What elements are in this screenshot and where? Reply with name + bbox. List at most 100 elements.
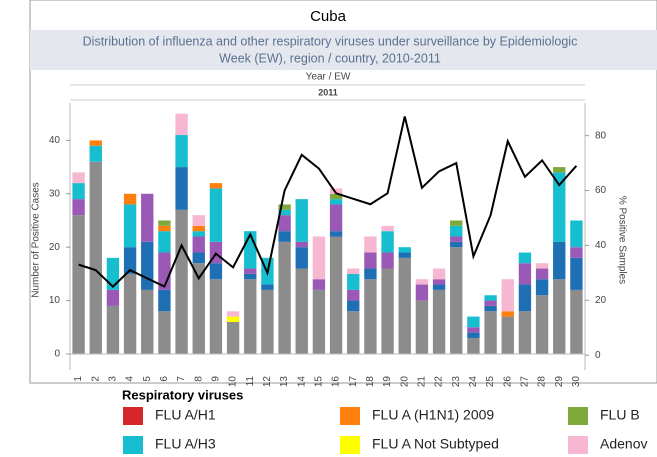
bar-segment [123, 193, 137, 205]
x-tick-label: 23 [451, 376, 462, 388]
bar-segment [347, 311, 360, 354]
bar-segment [244, 279, 257, 354]
bar-segment [123, 273, 137, 354]
bar-segment [467, 316, 480, 328]
chart-subtitle: Week (EW), region / country, 2010-2011 [219, 51, 441, 65]
bar-segment [158, 289, 171, 312]
x-tick-label: 2 [90, 376, 101, 382]
bar-segment [484, 295, 497, 301]
x-tick-label: 3 [108, 376, 119, 382]
bar-segment [364, 279, 377, 354]
bar-segment [226, 321, 240, 354]
bar-segment [535, 268, 549, 280]
bar-segment [553, 167, 566, 173]
bar-segment [347, 289, 360, 301]
x-tick-label: 4 [125, 376, 136, 382]
bar-segment [106, 289, 120, 306]
frame [29, 0, 657, 384]
bar-segment [553, 172, 566, 242]
x-tick-label: 5 [142, 376, 153, 382]
bar-segment [141, 193, 154, 242]
bar-segment [329, 231, 343, 237]
x-tick-label: 6 [159, 376, 170, 382]
y-tick-label: 20 [49, 242, 61, 253]
x-tick-label: 17 [348, 376, 359, 388]
bar-segment [381, 268, 394, 354]
bar-segment [518, 311, 532, 354]
y2-tick-label: 80 [595, 130, 607, 141]
x-tick-label: 11 [245, 376, 256, 387]
x-tick-label: 26 [502, 376, 513, 388]
y-tick-label: 40 [49, 135, 61, 146]
legend-swatch [568, 407, 588, 425]
bar-segment [484, 300, 497, 306]
y-axis-label: Number of Positive Cases [31, 182, 42, 298]
bar-segment [261, 289, 274, 354]
bar-segment [553, 241, 566, 280]
bar-segment [278, 231, 291, 242]
legend-label: FLU A Not Subtyped [372, 436, 499, 452]
x-tick-label: 30 [571, 376, 582, 388]
x-tick-label: 9 [211, 376, 222, 382]
bar-segment [72, 215, 85, 354]
bar-segment [364, 252, 377, 269]
chart-title: Distribution of influenza and other resp… [83, 34, 578, 48]
bar-segment [192, 231, 205, 237]
bar-segment [381, 231, 394, 253]
legend-swatch [568, 436, 588, 454]
bar-segment [467, 337, 480, 354]
bar-segment [398, 247, 411, 253]
bar-segment [192, 252, 205, 264]
bar-segment [501, 279, 514, 312]
bar-segment [244, 268, 257, 274]
bar-segment [261, 284, 274, 290]
bar-segment [450, 247, 463, 354]
legend-swatch [340, 407, 360, 425]
bar-segment [432, 268, 446, 280]
x-tick-label: 21 [417, 376, 428, 388]
bar-segment [570, 289, 583, 354]
legend-title: Respiratory viruses [122, 387, 243, 402]
bar-segment [381, 225, 394, 232]
legend-swatch [123, 436, 143, 454]
bar-segment [535, 295, 549, 354]
x-tick-label: 7 [176, 376, 187, 382]
bar-segment [518, 252, 532, 264]
bar-segment [570, 247, 583, 258]
x-tick-label: 8 [193, 376, 204, 382]
y2-axis-label: % Positive Samples [616, 196, 627, 284]
bar-segment [312, 236, 326, 280]
bar-segment [278, 215, 291, 232]
bar-segment [467, 332, 480, 338]
bar-segment [72, 183, 85, 200]
bar-segment [89, 140, 102, 146]
bar-segment [329, 199, 343, 205]
x-tick-label: 13 [279, 376, 290, 388]
bar-segment [450, 225, 463, 237]
bar-segment [278, 204, 291, 210]
bar-segment [415, 300, 429, 354]
bar-segment [244, 273, 257, 280]
bar-segment [398, 252, 411, 258]
y-tick-label: 30 [49, 188, 61, 199]
x-tick-label: 1 [73, 376, 84, 382]
bar-segment [467, 327, 480, 333]
bar-segment [226, 316, 240, 322]
line [78, 116, 578, 288]
y-tick-label: 0 [54, 349, 60, 360]
x-tick-label: 10 [228, 376, 239, 388]
bar-segment [501, 311, 514, 317]
x-tick-label: 25 [485, 376, 496, 388]
bar-segment [295, 247, 308, 269]
bar-segment [209, 263, 223, 280]
x-header: Year / EW [306, 72, 351, 83]
bar-segment [158, 220, 171, 226]
bar-segment [484, 311, 497, 354]
bar-segment [192, 225, 205, 232]
bar-segment [450, 220, 463, 226]
bar-segment [450, 241, 463, 248]
x-tick-label: 27 [520, 376, 531, 388]
year: 2011 [318, 87, 338, 97]
bar-segment [141, 241, 154, 290]
